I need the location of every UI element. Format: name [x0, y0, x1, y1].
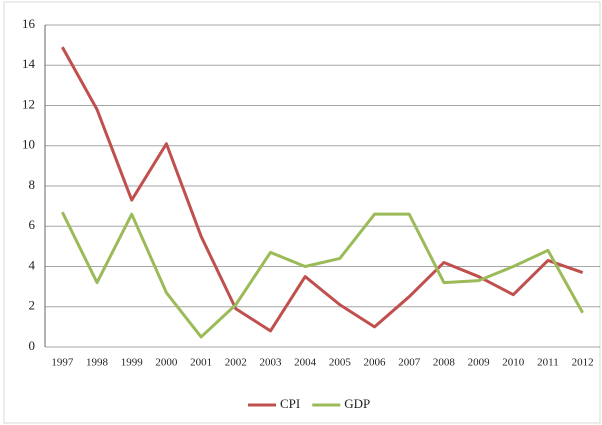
y-tick-label: 0	[29, 338, 36, 353]
x-tick-label: 2005	[329, 357, 352, 369]
x-tick-label: 1997	[51, 357, 74, 369]
x-tick-label: 2011	[537, 357, 559, 369]
x-tick-label: 2000	[155, 357, 178, 369]
x-tick-label: 2006	[364, 357, 387, 369]
x-tick-label: 2009	[468, 357, 491, 369]
x-tick-label: 2001	[190, 357, 212, 369]
chart-frame	[3, 1, 601, 424]
series-line	[60, 211, 584, 339]
y-tick-label: 4	[29, 257, 36, 272]
x-tick-label: 2007	[398, 357, 421, 369]
x-tick-label: 2010	[502, 357, 525, 369]
y-tick-label: 10	[22, 137, 35, 152]
y-tick-label: 2	[29, 298, 36, 313]
x-tick-label: 2008	[433, 357, 456, 369]
legend-label: CPI	[280, 396, 300, 411]
x-tick-label: 1998	[86, 357, 109, 369]
x-tick-label: 2002	[225, 357, 247, 369]
x-tick-label: 2012	[572, 357, 594, 369]
y-tick-label: 16	[22, 16, 36, 31]
x-tick-label: 2004	[294, 357, 317, 369]
y-tick-label: 12	[22, 96, 35, 111]
x-tick-label: 2003	[259, 357, 282, 369]
x-tick-label: 1999	[121, 357, 144, 369]
y-tick-label: 6	[29, 217, 36, 232]
legend-label: GDP	[344, 396, 370, 411]
y-tick-label: 14	[22, 56, 36, 71]
y-tick-label: 8	[29, 177, 36, 192]
series-line	[61, 46, 584, 333]
